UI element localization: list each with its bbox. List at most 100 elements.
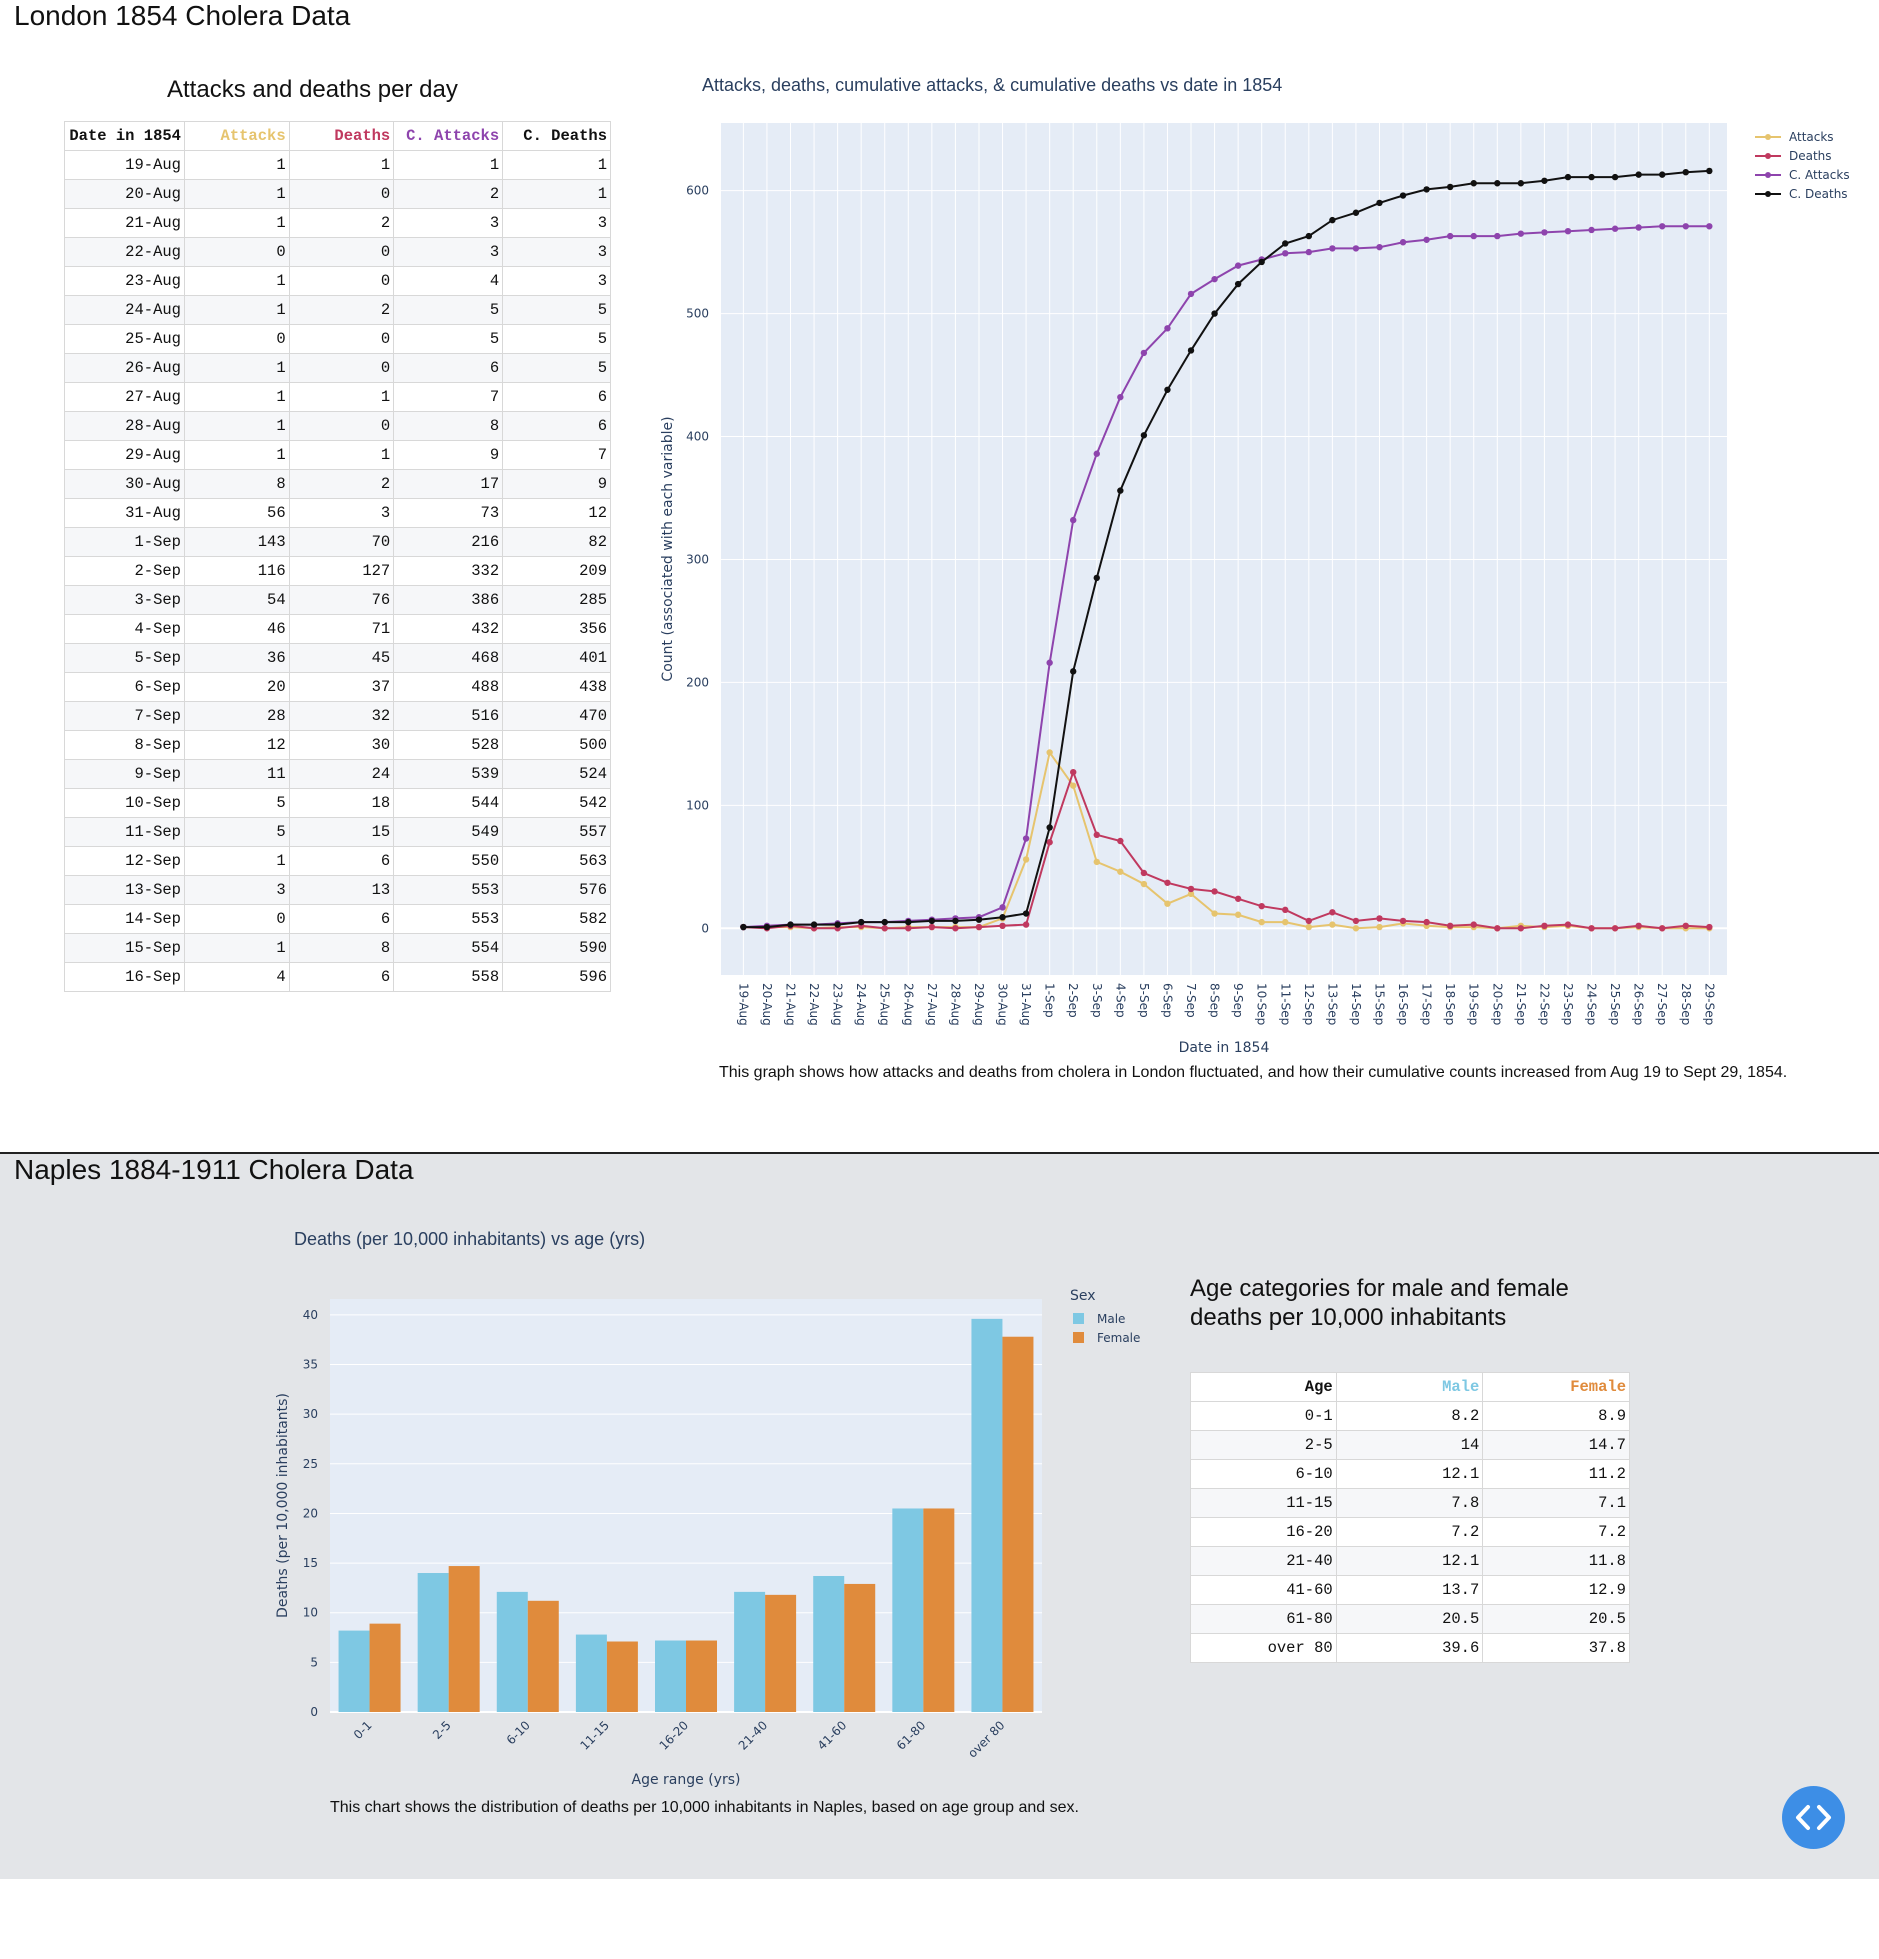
london-table-header-cell: Date in 1854 (64, 121, 185, 151)
london-table-cell: 1 (183, 846, 290, 876)
x-tick-label: 27-Sep (1655, 983, 1669, 1025)
naples-table-title: Age categories for male and female death… (1190, 1275, 1569, 1331)
london-table-cell: 3 (502, 208, 611, 238)
plot-area (721, 123, 1727, 975)
bar-male (655, 1640, 686, 1712)
data-point (1140, 880, 1148, 888)
bar-female (527, 1600, 559, 1712)
data-point (1164, 900, 1171, 907)
bar-female (606, 1641, 638, 1712)
london-table-row: 27-Aug 1 1 7 6 (64, 382, 611, 412)
y-tick-label: 5 (310, 1655, 318, 1669)
data-point (1258, 918, 1265, 926)
naples-table-cell: 6-10 (1190, 1459, 1337, 1489)
data-point (1659, 171, 1666, 178)
section-heading-london: London 1854 Cholera Data (14, 0, 351, 31)
naples-table-cell: 12.1 (1335, 1459, 1484, 1489)
data-point (1329, 216, 1336, 224)
london-table-cell: 24 (288, 759, 395, 789)
data-point (1046, 839, 1053, 846)
london-table-row: 20-Aug 1 0 2 1 (64, 179, 611, 209)
london-table-cell: 1 (183, 933, 290, 963)
section-heading-naples: Naples 1884-1911 Cholera Data (14, 1154, 414, 1185)
data-point (740, 923, 747, 931)
london-table-cell: 524 (502, 759, 611, 789)
legend-marker (1765, 172, 1771, 178)
naples-table-cell: 12.1 (1335, 1546, 1484, 1576)
data-point (1706, 223, 1713, 230)
data-point (1541, 922, 1548, 930)
london-table-cell: 209 (502, 556, 611, 586)
london-table-header-cell: C. Deaths (502, 121, 611, 151)
data-point (763, 923, 771, 931)
x-tick-label: 14-Sep (1349, 983, 1363, 1025)
data-point (1234, 262, 1242, 269)
legend-swatch (1073, 1332, 1084, 1343)
line-chart-title: Attacks, deaths, cumulative attacks, & c… (702, 75, 1283, 95)
naples-table-row: over 80 39.6 37.8 (1190, 1633, 1630, 1663)
x-tick-label: 26-Sep (1632, 983, 1646, 1025)
london-table-row: 1-Sep 143 70 216 82 (64, 527, 611, 557)
data-point (905, 918, 912, 926)
data-point (1187, 347, 1195, 354)
london-table-cell: 36 (183, 643, 290, 673)
data-point (1399, 917, 1407, 925)
london-table-cell: 3 (288, 498, 395, 528)
data-point (1706, 923, 1713, 931)
data-point (928, 917, 936, 925)
data-point (1564, 227, 1572, 235)
data-point (1376, 199, 1383, 207)
x-tick-label: 19-Sep (1467, 983, 1481, 1025)
naples-table-cell: 7.8 (1335, 1488, 1484, 1518)
legend-marker (1765, 191, 1771, 197)
london-table-cell: 1 (183, 295, 290, 325)
bar-female (448, 1566, 480, 1712)
data-point (1517, 180, 1525, 187)
naples-table-cell: 7.2 (1482, 1517, 1630, 1547)
london-table-cell: 19-Aug (64, 150, 185, 180)
london-table-cell: 0 (183, 237, 290, 267)
naples-table-cell: 12.9 (1482, 1575, 1630, 1605)
data-point (1164, 879, 1171, 886)
x-tick-label: 10-Sep (1255, 983, 1269, 1025)
data-point (999, 904, 1006, 911)
data-point (1093, 858, 1100, 866)
london-table-cell: 18 (288, 788, 395, 818)
x-tick-label: 23-Aug (831, 983, 845, 1026)
london-table-cell: 582 (502, 904, 611, 934)
bar-male (496, 1591, 528, 1712)
london-table-cell: 32 (288, 701, 395, 731)
data-point (1211, 310, 1218, 317)
london-table-cell: 563 (502, 846, 611, 876)
data-point (1282, 250, 1289, 257)
data-point (928, 923, 936, 931)
london-table-cell: 1 (502, 150, 611, 180)
data-point (1376, 243, 1383, 251)
code-toggle-button[interactable] (1782, 1786, 1845, 1849)
london-table-cell: 25-Aug (64, 324, 185, 354)
data-point (1659, 223, 1666, 230)
london-table-cell: 22-Aug (64, 237, 185, 267)
data-point (1070, 782, 1077, 789)
legend-label: Male (1097, 1312, 1125, 1326)
data-point (1541, 229, 1548, 236)
x-tick-label: 18-Sep (1443, 983, 1457, 1025)
data-point (1140, 349, 1148, 357)
legend-swatch (1073, 1313, 1084, 1324)
data-point (1352, 925, 1360, 932)
data-point (1187, 890, 1195, 898)
data-point (1494, 925, 1501, 932)
data-point (1164, 386, 1171, 393)
london-table-row: 6-Sep 20 37 488 438 (64, 672, 611, 702)
london-table-cell: 3 (183, 875, 290, 905)
london-table-cell: 15 (288, 817, 395, 847)
data-point (1376, 923, 1383, 931)
data-point (1022, 910, 1030, 917)
data-point (1706, 167, 1713, 175)
london-table-cell: 5 (393, 324, 504, 354)
data-point (787, 921, 794, 928)
london-table-row: 19-Aug 1 1 1 1 (64, 150, 611, 180)
london-table-cell: 1 (288, 150, 395, 180)
london-table-row: 15-Sep 1 8 554 590 (64, 933, 611, 963)
london-table-cell: 45 (288, 643, 395, 673)
